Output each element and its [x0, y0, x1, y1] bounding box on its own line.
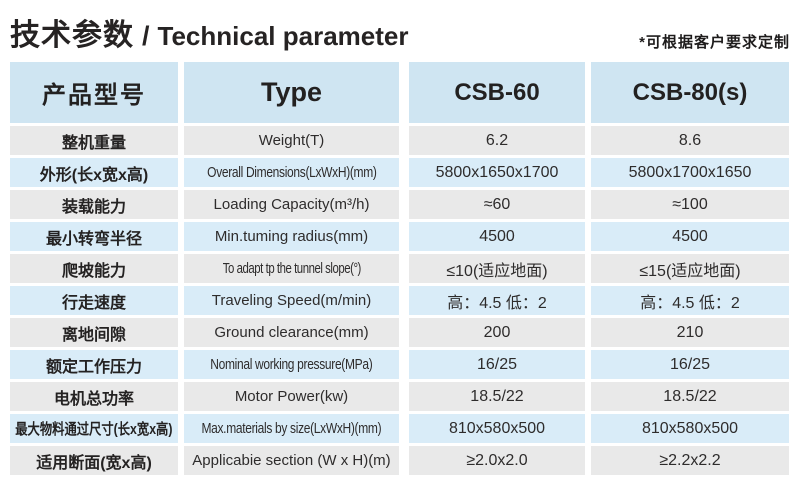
table-row: 爬坡能力 To adapt tp the tunnel slope(°) ≤10…	[10, 254, 789, 283]
value-csb-60: 4500	[409, 222, 585, 251]
param-label-en: Max.materials by size(LxWxH)(mm)	[184, 414, 399, 443]
table-row: 电机总功率 Motor Power(kw) 18.5/22 18.5/22	[10, 382, 789, 411]
param-label-en: Weight(T)	[184, 126, 399, 155]
value-csb-80s: 8.6	[591, 126, 789, 155]
value-csb-60: 200	[409, 318, 585, 347]
table-row: 装载能力 Loading Capacity(m³/h) ≈60 ≈100	[10, 190, 789, 219]
header-csb-80s: CSB-80(s)	[591, 62, 789, 123]
param-label-cn: 外形(长x宽x高)	[10, 158, 178, 187]
value-csb-60: 18.5/22	[409, 382, 585, 411]
customization-note: *可根据客户要求定制	[639, 34, 790, 51]
value-csb-60: 5800x1650x1700	[409, 158, 585, 187]
param-label-en: Motor Power(kw)	[184, 382, 399, 411]
param-label-en: To adapt tp the tunnel slope(°)	[184, 254, 399, 283]
value-csb-60: ≤10(适应地面)	[409, 254, 585, 283]
param-label-en: Ground clearance(mm)	[184, 318, 399, 347]
param-label-en: Nominal working pressure(MPa)	[184, 350, 399, 379]
param-label-cn: 装载能力	[10, 190, 178, 219]
value-csb-80s: 4500	[591, 222, 789, 251]
title-separator: /	[142, 21, 150, 51]
param-label-en: Overall Dimensions(LxWxH)(mm)	[184, 158, 399, 187]
value-csb-80s: 210	[591, 318, 789, 347]
technical-parameter-table: 产品型号 Type CSB-60 CSB-80(s) 整机重量 Weight(T…	[10, 62, 789, 475]
table-row: 外形(长x宽x高) Overall Dimensions(LxWxH)(mm) …	[10, 158, 789, 187]
value-csb-60: ≈60	[409, 190, 585, 219]
header-product-model: 产品型号	[10, 62, 178, 123]
value-csb-60: ≥2.0x2.0	[409, 446, 585, 475]
param-label-en: Traveling Speed(m/min)	[184, 286, 399, 315]
param-label-en: Applicabie section (W x H)(m)	[184, 446, 399, 475]
value-csb-80s: 16/25	[591, 350, 789, 379]
page-title-cn: 技术参数	[10, 19, 134, 52]
param-label-cn-text: 最大物料通过尺寸(长x宽x高)	[15, 421, 173, 438]
param-label-cn: 适用断面(宽x高)	[10, 446, 178, 475]
table-row: 额定工作压力 Nominal working pressure(MPa) 16/…	[10, 350, 789, 379]
value-csb-60: 6.2	[409, 126, 585, 155]
value-csb-80s: ≈100	[591, 190, 789, 219]
param-label-en-text: To adapt tp the tunnel slope(°)	[222, 260, 361, 277]
table-row: 整机重量 Weight(T) 6.2 8.6	[10, 126, 789, 155]
table-row: 适用断面(宽x高) Applicabie section (W x H)(m) …	[10, 446, 789, 475]
table-row: 离地间隙 Ground clearance(mm) 200 210	[10, 318, 789, 347]
param-label-cn: 最大物料通过尺寸(长x宽x高)	[10, 414, 178, 443]
header-csb-60: CSB-60	[409, 62, 585, 123]
param-label-en: Loading Capacity(m³/h)	[184, 190, 399, 219]
param-label-cn: 额定工作压力	[10, 350, 178, 379]
value-csb-60: 810x580x500	[409, 414, 585, 443]
header-type: Type	[184, 62, 399, 123]
value-csb-80s: ≤15(适应地面)	[591, 254, 789, 283]
param-label-cn: 爬坡能力	[10, 254, 178, 283]
value-csb-80s: 18.5/22	[591, 382, 789, 411]
param-label-cn: 离地间隙	[10, 318, 178, 347]
param-label-cn: 最小转弯半径	[10, 222, 178, 251]
param-label-en-text: Max.materials by size(LxWxH)(mm)	[201, 420, 382, 437]
value-csb-60: 16/25	[409, 350, 585, 379]
table-header-row: 产品型号 Type CSB-60 CSB-80(s)	[10, 62, 789, 123]
page-title: 技术参数 / Technical parameter	[10, 10, 408, 54]
title-bar: 技术参数 / Technical parameter *可根据客户要求定制	[10, 10, 790, 54]
value-csb-60: 高：4.5 低：2	[409, 286, 585, 315]
table-row: 行走速度 Traveling Speed(m/min) 高：4.5 低：2 高：…	[10, 286, 789, 315]
value-csb-80s: ≥2.2x2.2	[591, 446, 789, 475]
param-label-cn: 整机重量	[10, 126, 178, 155]
page-title-en: Technical parameter	[157, 21, 409, 51]
table-row: 最大物料通过尺寸(长x宽x高) Max.materials by size(Lx…	[10, 414, 789, 443]
value-csb-80s: 5800x1700x1650	[591, 158, 789, 187]
param-label-cn: 行走速度	[10, 286, 178, 315]
param-label-en-text: Nominal working pressure(MPa)	[210, 356, 373, 373]
param-label-cn: 电机总功率	[10, 382, 178, 411]
param-label-en-text: Overall Dimensions(LxWxH)(mm)	[206, 164, 377, 181]
table-row: 最小转弯半径 Min.tuming radius(mm) 4500 4500	[10, 222, 789, 251]
value-csb-80s: 高：4.5 低：2	[591, 286, 789, 315]
value-csb-80s: 810x580x500	[591, 414, 789, 443]
param-label-en: Min.tuming radius(mm)	[184, 222, 399, 251]
table-body: 整机重量 Weight(T) 6.2 8.6 外形(长x宽x高) Overall…	[10, 126, 789, 475]
